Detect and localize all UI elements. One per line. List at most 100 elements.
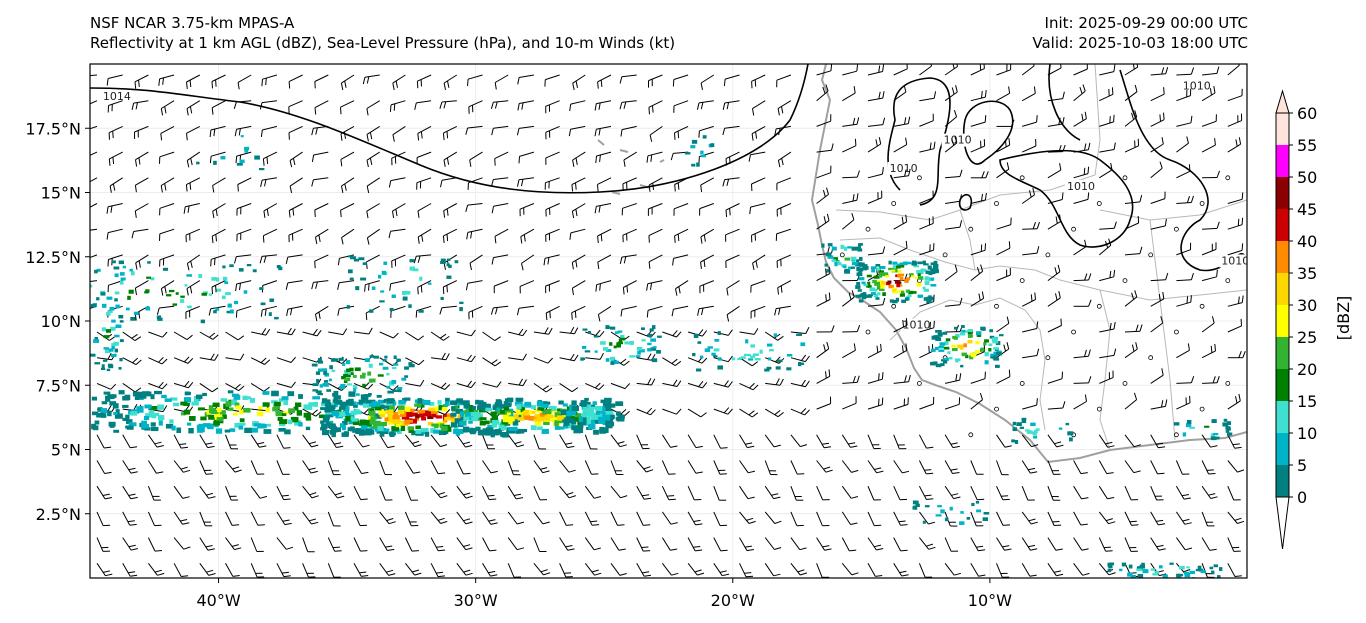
wind-barb-staff [1099,354,1115,359]
reflectivity-cell [353,409,360,414]
reflectivity-cell [844,269,848,273]
wind-barb-staff [841,460,852,473]
reflectivity-cell [369,408,375,413]
wind-barb-staff [1175,537,1186,551]
reflectivity-cell [338,411,343,417]
wind-barb-staff [390,177,406,182]
wind-barb-staff [1227,302,1243,307]
reflectivity-cell [587,424,596,430]
wind-barb-flag [1156,544,1164,548]
wind-barb-flag [642,494,650,497]
reflectivity-cell [554,420,563,424]
wind-barb-staff [482,485,490,500]
wind-barb-flag [209,332,216,338]
wind-barb-flag [314,209,316,218]
wind-barb-staff [713,563,723,576]
reflectivity-cell [404,397,411,401]
reflectivity-cell [649,328,654,332]
wind-barb-staff [1150,374,1164,384]
wind-barb-flag [389,104,392,112]
colorbar-tick-label: 35 [1297,264,1317,283]
reflectivity-cell [404,366,409,370]
reflectivity-cell [1012,427,1017,432]
reflectivity-cell [989,335,995,339]
wind-barb-staff [405,331,419,341]
reflectivity-cell [40,288,45,290]
reflectivity-cell [351,418,358,422]
reflectivity-cell [842,265,847,269]
reflectivity-cell [370,416,377,420]
reflectivity-cell [934,346,939,350]
reflectivity-cell [521,414,527,419]
wind-barb-flag [1062,144,1066,152]
reflectivity-cell [903,261,908,266]
reflectivity-cell [1069,437,1073,442]
wind-barb-flag [831,325,835,333]
reflectivity-cell [296,410,303,416]
reflectivity-cell [262,391,270,395]
wind-barb-staff [493,305,509,309]
wind-barb-staff [596,203,612,207]
wind-barb-flag [677,234,680,242]
wind-barb-staff [173,511,183,525]
wind-barb-staff [340,203,355,211]
wind-barb-flag [646,283,649,291]
reflectivity-cell [910,291,917,294]
wind-barb-flag [571,262,574,270]
reflectivity-cell [316,379,320,384]
wind-barb-flag [359,571,367,574]
wind-barb-flag [1036,398,1038,406]
wind-barb-flag [568,495,576,499]
wind-barb-flag [850,445,858,448]
reflectivity-cell [869,287,876,292]
wind-barb-staff [187,151,201,161]
reflectivity-cell [319,384,323,388]
wind-barb-staff [1124,116,1138,127]
wind-barb-staff [199,460,207,475]
reflectivity-cell [866,274,872,278]
wind-barb-staff [1047,271,1061,282]
wind-barb-staff [494,228,509,237]
wind-barb-staff [147,460,157,474]
reflectivity-cell [1130,575,1137,578]
reflectivity-cell [215,307,220,311]
wind-barb-staff [261,254,277,257]
wind-barb-flag [1110,162,1113,170]
wind-barb-staff [816,460,827,473]
wind-barb-flag [186,108,189,116]
wind-barb-staff [1176,73,1192,76]
wind-barb-flag [1032,222,1036,229]
reflectivity-cell [897,263,901,266]
wind-barb-flag [597,184,599,192]
wind-barb-flag [981,291,985,299]
wind-barb-flag [826,213,830,221]
wind-barb-flag [366,185,370,194]
wind-barb-flag [748,410,755,416]
reflectivity-cell [451,412,457,417]
wind-barb-flag [575,260,578,268]
wind-barb-flag [698,130,700,138]
wind-barb-flag [572,83,575,91]
wind-barb-staff [482,563,491,577]
reflectivity-cell [580,402,587,407]
reflectivity-cell [1182,432,1187,437]
reflectivity-cell [494,407,502,413]
reflectivity-cell [461,400,470,405]
wind-barb-flag [856,193,859,201]
reflectivity-cell [505,422,511,426]
wind-barb-flag [875,139,878,147]
wind-barb-staff [133,228,149,232]
wind-barb-flag [907,116,911,124]
wind-barb-flag [517,444,525,448]
wind-barb-staff [1124,330,1141,333]
reflectivity-cell [461,410,469,415]
reflectivity-cell [573,429,581,434]
wind-barb-staff [698,100,714,104]
wind-barb-staff [661,460,669,475]
wind-barb-flag [1139,194,1143,203]
reflectivity-cell [1204,425,1210,428]
wind-barb-staff [816,90,829,102]
reflectivity-cell [1210,436,1217,441]
calm-wind-circle [1071,226,1076,232]
wind-barb-staff [90,280,98,282]
